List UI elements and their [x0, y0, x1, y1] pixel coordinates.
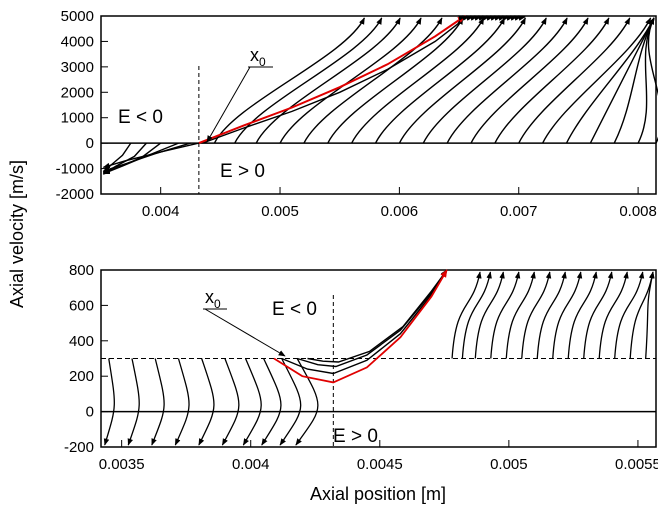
top-x-tick-label: 0.006 — [381, 203, 419, 220]
top-boundary-arrow — [518, 15, 526, 21]
top-trajectory — [518, 17, 631, 144]
bottom-downward-trajectory — [295, 358, 319, 446]
top-trajectory — [541, 17, 652, 144]
top-trajectory — [565, 17, 655, 144]
top-trajectory — [422, 17, 547, 144]
top-trajectory — [213, 17, 366, 144]
top-x-ticks: 0.004 0.005 0.006 0.007 0.008 — [142, 187, 657, 220]
bottom-black-trajectory — [296, 269, 448, 368]
top-e-neg-label: E < 0 — [118, 107, 163, 128]
bottom-downward-trajectory — [103, 358, 115, 446]
bottom-x0-label: x0 — [205, 287, 221, 311]
bottom-y-tick-label: 800 — [69, 262, 94, 279]
bottom-y-tick-label: 200 — [69, 368, 94, 385]
bottom-x-tick-label: 0.0035 — [99, 456, 145, 473]
bottom-x-tick-label: 0.0045 — [357, 456, 403, 473]
bottom-upward-trajectory — [451, 271, 482, 359]
bottom-downward-trajectory — [174, 358, 190, 446]
top-trajectory — [446, 17, 568, 144]
bottom-upward-trajectory — [567, 271, 598, 359]
top-trajectory — [234, 17, 383, 144]
bottom-upward-trajectory — [629, 271, 655, 359]
x-axis-label: Axial position [m] — [310, 484, 446, 504]
bottom-x-tick-label: 0.005 — [490, 456, 528, 473]
bottom-downward-trajectory — [198, 358, 215, 446]
top-y-tick-label: 2000 — [61, 84, 94, 101]
bottom-upward-trajectory — [505, 271, 536, 359]
y-axis-label: Axial velocity [m/s] — [7, 160, 27, 308]
top-black-trajectory — [202, 20, 462, 144]
top-y-tick-label: 0 — [86, 135, 94, 152]
bottom-e-neg-label: E < 0 — [272, 299, 317, 320]
top-y-tick-label: -1000 — [56, 161, 94, 178]
bottom-upward-trajectory — [461, 271, 492, 359]
top-trajectory — [589, 17, 655, 144]
bottom-upward-trajectory — [536, 271, 567, 359]
bottom-downward-trajectory — [261, 358, 282, 446]
bottom-y-tick-label: 0 — [86, 404, 94, 421]
top-plot-frame — [100, 15, 657, 195]
top-y-tick-label: 3000 — [61, 59, 94, 76]
top-x-tick-label: 0.008 — [619, 203, 657, 220]
top-red-trajectory — [198, 15, 466, 145]
bottom-upward-trajectory — [598, 271, 629, 359]
top-trajectory — [398, 17, 527, 144]
top-x-tick-label: 0.005 — [261, 203, 299, 220]
bottom-e-pos-label: E > 0 — [333, 426, 378, 447]
bottom-black-trajectory — [281, 269, 448, 375]
top-y-ticks: 5000 4000 3000 2000 1000 0 -1000 -2000 — [56, 8, 108, 203]
top-negative-trajectory — [102, 142, 191, 172]
bottom-x-tick-label: 0.0055 — [615, 456, 658, 473]
top-trajectory — [494, 17, 610, 144]
top-e-pos-label: E > 0 — [220, 161, 265, 182]
top-x-tick-label: 0.007 — [500, 203, 538, 220]
bottom-black-trajectory — [307, 269, 448, 363]
top-trajectory — [613, 17, 655, 144]
bottom-downward-trajectory — [242, 358, 262, 446]
bottom-upward-trajectory — [474, 271, 505, 359]
top-negative-trajectory — [102, 142, 132, 173]
top-y-tick-label: 5000 — [61, 8, 94, 25]
top-trajectory — [255, 17, 401, 144]
bottom-y-tick-label: -200 — [64, 439, 94, 456]
top-x0-pointer-arrow — [206, 66, 251, 143]
top-trajectory — [279, 17, 422, 144]
bottom-x0-pointer-arrow — [204, 308, 286, 357]
top-negative-trajectory — [102, 142, 162, 175]
bottom-x-tick-label: 0.004 — [232, 456, 270, 473]
bottom-upward-trajectory — [583, 271, 614, 359]
top-trajectory — [303, 17, 443, 144]
bottom-y-tick-label: 600 — [69, 297, 94, 314]
bottom-red-trajectory — [273, 269, 448, 384]
top-trajectory — [470, 17, 589, 144]
bottom-upward-trajectory — [521, 271, 552, 359]
top-trajectory — [327, 17, 464, 144]
top-trajectory — [351, 17, 485, 144]
bottom-y-tick-label: 400 — [69, 333, 94, 350]
top-y-tick-label: 1000 — [61, 110, 94, 127]
top-x0-label: x0 — [250, 45, 266, 69]
top-trajectory — [374, 17, 506, 144]
bottom-downward-trajectory — [127, 358, 140, 446]
bottom-upward-trajectory — [552, 271, 583, 359]
bottom-y-ticks: 800 600 400 200 0 -200 — [64, 262, 108, 456]
bottom-x-ticks: 0.0035 0.004 0.0045 0.005 0.0055 — [99, 440, 658, 473]
bottom-upward-trajectory — [614, 271, 645, 359]
bottom-downward-trajectory — [279, 358, 302, 446]
bottom-upward-trajectory — [490, 271, 521, 359]
bottom-upward-trajectory — [645, 271, 655, 359]
top-series — [101, 15, 658, 194]
top-y-tick-label: -2000 — [56, 186, 94, 203]
bottom-series — [101, 269, 656, 447]
bottom-downward-trajectory — [151, 358, 165, 446]
bottom-panel: 800 600 400 200 0 -200 0.0035 0.004 0.0045 0.005… — [64, 262, 658, 473]
bottom-downward-trajectory — [221, 358, 240, 446]
top-x-tick-label: 0.004 — [142, 203, 180, 220]
top-trajectory — [647, 17, 658, 144]
top-y-tick-label: 4000 — [61, 33, 94, 50]
